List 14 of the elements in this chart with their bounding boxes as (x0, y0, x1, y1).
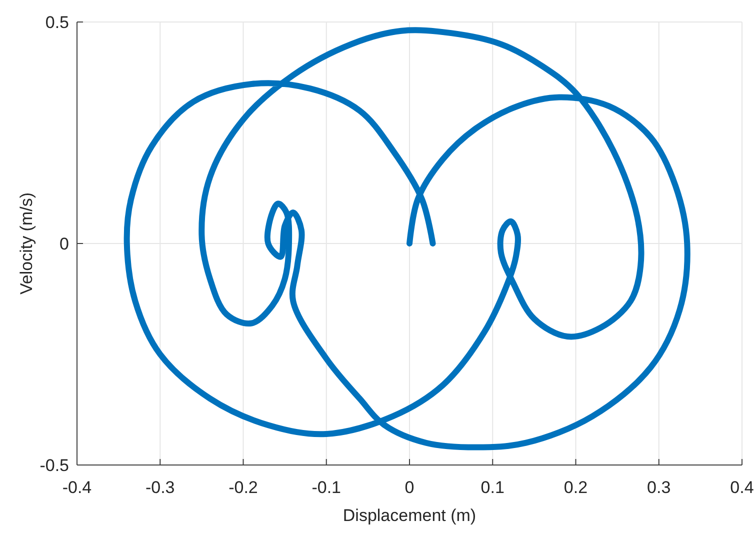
x-tick-label: -0.3 (145, 478, 175, 497)
x-tick-label: 0 (404, 478, 414, 497)
x-tick-label: 0.4 (730, 478, 754, 497)
y-tick-label: 0.5 (45, 12, 69, 32)
x-tick-label: -0.2 (228, 478, 258, 497)
x-tick-label: -0.1 (312, 478, 342, 497)
y-tick-label: -0.5 (40, 456, 69, 475)
x-axis-title: Displacement (m) (342, 506, 476, 525)
x-tick-label: 0.1 (480, 478, 504, 497)
y-axis-title: Velocity (m/s) (17, 192, 36, 295)
y-tick-label: 0 (60, 234, 69, 254)
x-tick-label: -0.4 (62, 478, 92, 497)
x-tick-label: 0.2 (564, 478, 588, 497)
x-tick-label: 0.3 (647, 478, 671, 497)
